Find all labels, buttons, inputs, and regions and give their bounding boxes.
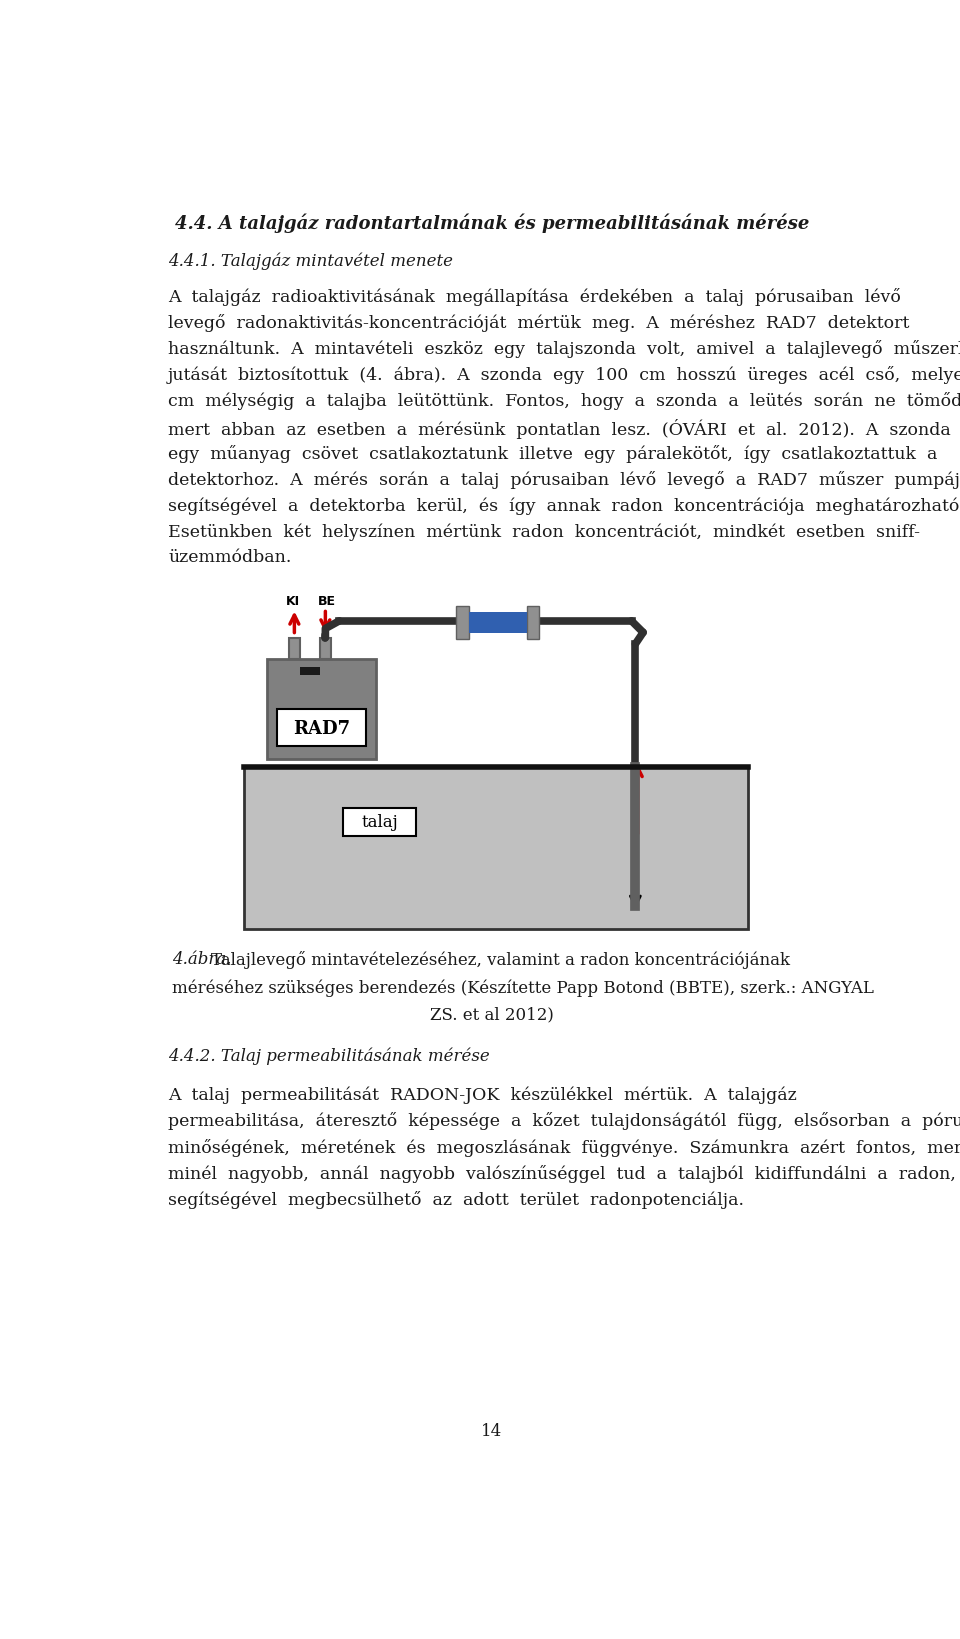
- FancyBboxPatch shape: [320, 639, 331, 661]
- Text: detektorhoz.  A  mérés  során  a  talaj  pórusaiban  lévő  levegő  a  RAD7  műsz: detektorhoz. A mérés során a talaj pórus…: [168, 470, 960, 488]
- FancyBboxPatch shape: [267, 661, 375, 760]
- FancyBboxPatch shape: [468, 613, 527, 634]
- FancyBboxPatch shape: [276, 710, 367, 747]
- FancyBboxPatch shape: [300, 667, 320, 675]
- Text: üzemmódban.: üzemmódban.: [168, 549, 292, 565]
- FancyBboxPatch shape: [527, 606, 540, 639]
- Text: minél  nagyobb,  annál  nagyobb  valószínűséggel  tud  a  talajból  kidiffundáln: minél nagyobb, annál nagyobb valószínűsé…: [168, 1164, 956, 1182]
- Text: egy  műanyag  csövet  csatlakoztatunk  illetve  egy  páralekötőt,  így  csatlako: egy műanyag csövet csatlakoztatunk illet…: [168, 444, 937, 462]
- Text: 4.ábra.: 4.ábra.: [172, 951, 231, 967]
- FancyBboxPatch shape: [344, 808, 416, 836]
- Text: segítségével  megbecsülhető  az  adott  terület  radonpotenciálja.: segítségével megbecsülhető az adott terü…: [168, 1190, 744, 1208]
- Text: méréséhez szükséges berendezés (Készítette Papp Botond (BBTE), szerk.: ANGYAL: méréséhez szükséges berendezés (Készítet…: [172, 978, 874, 997]
- Text: 14: 14: [481, 1423, 503, 1439]
- Text: minőségének,  méretének  és  megoszlásának  függvénye.  Számunkra  azért  fontos: minőségének, méretének és megoszlásának …: [168, 1137, 960, 1155]
- Text: A  talaj  permeabilitását  RADON-JOK  készülékkel  mértük.  A  talajgáz: A talaj permeabilitását RADON-JOK készül…: [168, 1085, 797, 1103]
- Text: levegő  radonaktivitás-koncentrációját  mértük  meg.  A  méréshez  RAD7  detekto: levegő radonaktivitás-koncentrációját mé…: [168, 313, 909, 331]
- Text: Talajlevegő mintavételezéséhez, valamint a radon koncentrációjának: Talajlevegő mintavételezéséhez, valamint…: [210, 951, 790, 969]
- Text: Esetünkben  két  helyszínen  mértünk  radon  koncentrációt,  mindkét  esetben  s: Esetünkben két helyszínen mértünk radon …: [168, 523, 920, 541]
- Text: 4.4.2. Talaj permeabilitásának mérése: 4.4.2. Talaj permeabilitásának mérése: [168, 1047, 490, 1064]
- FancyBboxPatch shape: [289, 639, 300, 661]
- Text: ZS. et al 2012): ZS. et al 2012): [430, 1006, 554, 1023]
- Text: permeabilitása,  áteresztő  képessége  a  kőzet  tulajdonságától  függ,  elsősor: permeabilitása, áteresztő képessége a kő…: [168, 1111, 960, 1129]
- Text: talaj: talaj: [361, 815, 398, 831]
- Text: A  talajgáz  radioaktivitásának  megállapítása  érdekében  a  talaj  pórusaiban : A talajgáz radioaktivitásának megállapít…: [168, 287, 900, 305]
- Text: KI: KI: [286, 595, 300, 608]
- Text: mert  abban  az  esetben  a  mérésünk  pontatlan  lesz.  (ÓVÁRI  et  al.  2012).: mert abban az esetben a mérésünk pontatl…: [168, 418, 960, 438]
- Text: cm  mélységig  a  talajba  leütöttünk.  Fontos,  hogy  a  szonda  a  leütés  sor: cm mélységig a talajba leütöttünk. Fonto…: [168, 392, 960, 410]
- FancyBboxPatch shape: [456, 606, 468, 639]
- Text: használtunk.  A  mintavételi  eszköz  egy  talajszonda  volt,  amivel  a  talajl: használtunk. A mintavételi eszköz egy ta…: [168, 339, 960, 357]
- Text: segítségével  a  detektorba  kerül,  és  így  annak  radon  koncentrációja  megh: segítségével a detektorba kerül, és így …: [168, 497, 960, 515]
- Text: RAD7: RAD7: [293, 720, 350, 738]
- Text: 4.4. A talajgáz radontartalmának és permeabilitásának mérése: 4.4. A talajgáz radontartalmának és perm…: [175, 213, 809, 233]
- Text: jutását  biztosítottuk  (4.  ábra).  A  szonda  egy  100  cm  hosszú  üreges  ac: jutását biztosítottuk (4. ábra). A szond…: [168, 365, 960, 384]
- Text: BE: BE: [318, 595, 336, 608]
- FancyBboxPatch shape: [244, 767, 748, 929]
- Text: 4.4.1. Talajgáz mintavétel menete: 4.4.1. Talajgáz mintavétel menete: [168, 252, 453, 269]
